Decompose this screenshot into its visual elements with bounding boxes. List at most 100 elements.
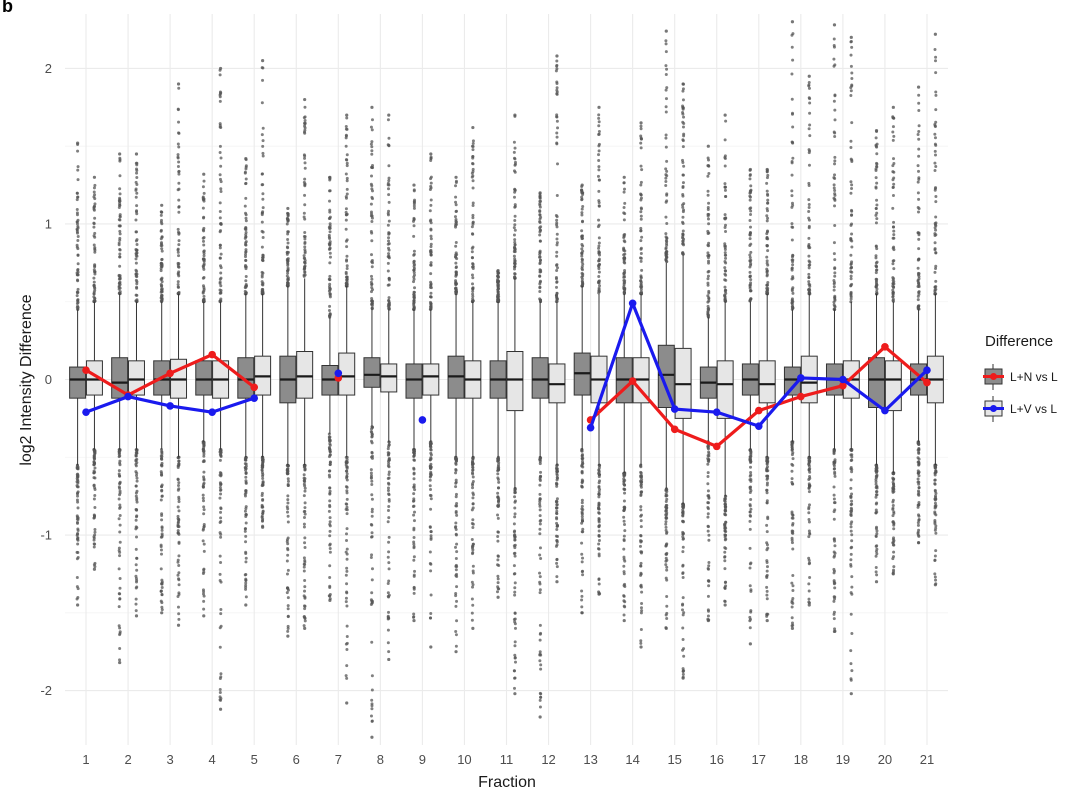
outlier-point [850,458,854,462]
outlier-point [664,505,668,509]
outlier-point [261,509,265,513]
outlier-point [387,657,391,662]
outlier-point [471,294,475,298]
outlier-point [454,591,458,595]
outlier-point [723,502,727,506]
outlier-point [286,237,290,241]
outlier-point [513,572,517,576]
outlier-point [454,291,458,295]
outlier-point [538,514,542,518]
outlier-point [454,220,458,224]
outlier-point [471,262,475,266]
outlier-point [681,181,685,185]
outlier-point [807,518,811,522]
outlier-point [387,550,391,554]
outlier-point [916,231,920,235]
outlier-point [202,275,206,279]
outlier-point [455,501,459,505]
outlier-point [370,427,374,431]
outlier-point [891,115,895,119]
outlier-point [790,299,794,303]
outlier-point [639,550,643,554]
outlier-point [623,240,627,244]
outlier-point [513,620,517,624]
outlier-point [244,157,248,161]
outlier-point [176,142,180,146]
box-lv-9 [422,152,440,649]
outlier-point [580,598,584,602]
outlier-point [303,251,307,255]
outlier-point [302,604,306,608]
outlier-point [538,638,542,642]
outlier-point [513,676,517,680]
outlier-point [512,226,516,230]
outlier-point [681,603,685,607]
outlier-point [513,653,517,657]
outlier-point [917,450,921,454]
outlier-point [790,97,794,101]
outlier-point [724,584,728,588]
box-rect [69,366,87,399]
outlier-point [429,283,433,287]
outlier-point [874,207,878,211]
outlier-point [538,261,542,265]
outlier-point [916,530,920,534]
outlier-point [369,556,373,560]
outlier-point [387,200,391,204]
outlier-point [891,105,895,109]
outlier-point [891,507,895,511]
outlier-point [412,271,416,275]
outlier-point [681,222,685,226]
outlier-point [303,235,307,239]
outlier-point [833,266,837,270]
outlier-point [875,287,879,291]
outlier-point [707,222,711,226]
outlier-point [118,247,122,251]
outlier-point [580,507,584,511]
outlier-point [412,458,416,462]
box-lv-19 [842,35,860,696]
outlier-point [176,280,180,284]
outlier-point [597,241,601,245]
outlier-point [244,550,248,554]
outlier-point [849,223,853,227]
outlier-point [370,567,374,571]
outlier-point [370,285,374,289]
outlier-point [345,176,349,180]
outlier-point [791,203,795,207]
outlier-point [664,516,668,520]
outlier-point [639,465,643,469]
outlier-point [933,241,937,245]
box-rect [85,360,103,396]
outlier-point [538,279,542,283]
outlier-point [244,489,248,493]
outlier-point [580,229,584,233]
outlier-point [219,607,223,611]
outlier-point [454,511,458,515]
outlier-point [118,597,122,601]
outlier-point [748,458,752,462]
outlier-point [261,154,265,158]
outlier-point [303,271,307,275]
outlier-point [454,244,458,248]
outlier-point [665,594,669,598]
outlier-point [664,73,668,77]
outlier-point [412,535,416,539]
outlier-point [370,535,374,539]
outlier-point [791,276,795,280]
outlier-point [159,287,163,291]
outlier-point [891,225,895,229]
y-tick-label: 0 [45,372,52,387]
outlier-point [539,215,543,219]
outlier-point [639,508,643,512]
outlier-point [345,179,349,183]
outlier-point [135,473,139,477]
outlier-point [218,688,222,692]
outlier-point [286,469,290,473]
outlier-point [681,545,685,549]
outlier-point [934,143,938,147]
outlier-point [765,613,769,617]
outlier-point [513,163,517,167]
outlier-point [917,93,921,97]
outlier-point [706,304,710,308]
